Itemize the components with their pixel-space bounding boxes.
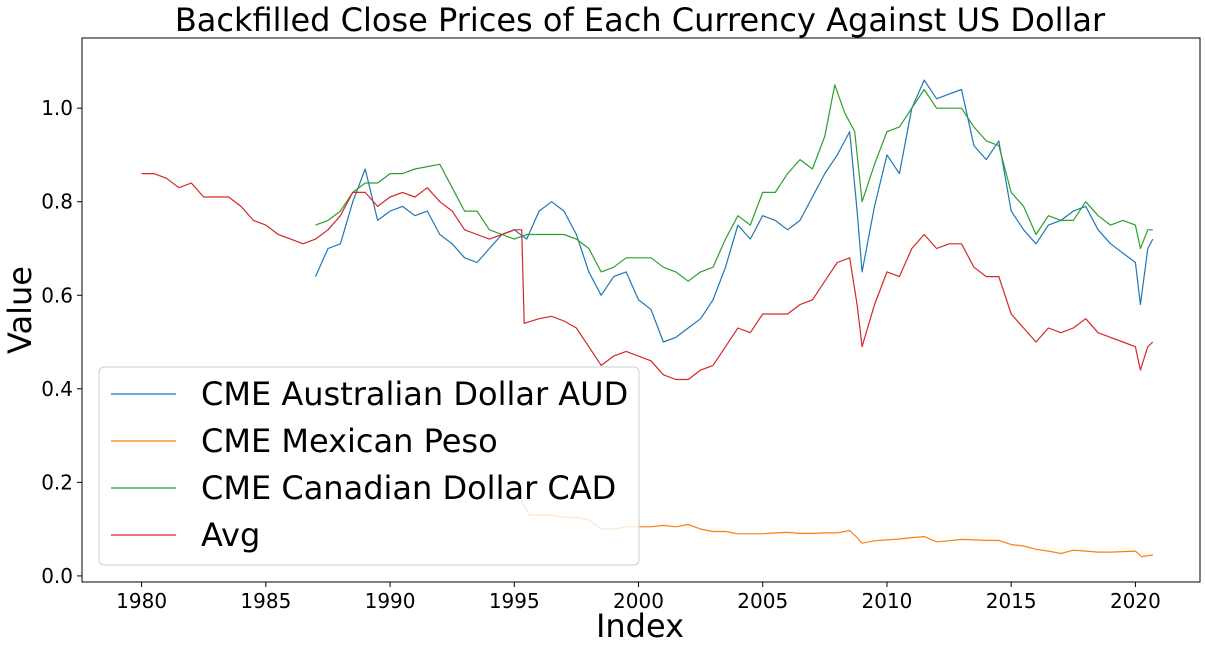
legend-label: Avg [201, 516, 260, 554]
y-tick-label: 1.0 [41, 96, 73, 120]
x-tick-label: 2000 [613, 589, 664, 613]
x-tick-label: 2020 [1110, 589, 1161, 613]
y-tick-label: 0.6 [41, 283, 73, 307]
chart-title: Backfilled Close Prices of Each Currency… [175, 1, 1106, 39]
x-ticks: 1980 1985 1990 1995 2000 2005 2010 2015 2020 [116, 582, 1161, 613]
plot-frame [81, 37, 1201, 583]
legend-label: CME Mexican Peso [201, 422, 498, 460]
x-tick-label: 1995 [489, 589, 540, 613]
series-line-3 [141, 173, 1154, 381]
legend-box [98, 366, 640, 566]
x-tick-label: 1985 [240, 589, 291, 613]
x-tick-label: 2005 [737, 589, 788, 613]
legend-label: CME Canadian Dollar CAD [201, 469, 616, 507]
y-tick-label: 0.2 [41, 470, 73, 494]
y-tick-label: 0.0 [41, 564, 73, 588]
y-ticks: 0.0 0.2 0.4 0.6 0.8 1.0 [41, 96, 82, 588]
x-tick-label: 1990 [365, 589, 416, 613]
y-axis-label: Value [1, 266, 39, 354]
series-line-2 [315, 84, 1153, 282]
legend-label: CME Australian Dollar AUD [201, 375, 628, 413]
x-tick-label: 1980 [116, 589, 167, 613]
x-axis-label: Index [596, 607, 684, 645]
legend: CME Australian Dollar AUD CME Mexican Pes… [98, 366, 640, 566]
y-tick-label: 0.4 [41, 377, 73, 401]
series-line-0 [314, 79, 1154, 343]
y-tick-label: 0.8 [41, 190, 73, 214]
x-tick-label: 2010 [862, 589, 913, 613]
x-tick-label: 2015 [986, 589, 1037, 613]
legend-items: CME Australian Dollar AUD CME Mexican Pes… [111, 375, 628, 554]
